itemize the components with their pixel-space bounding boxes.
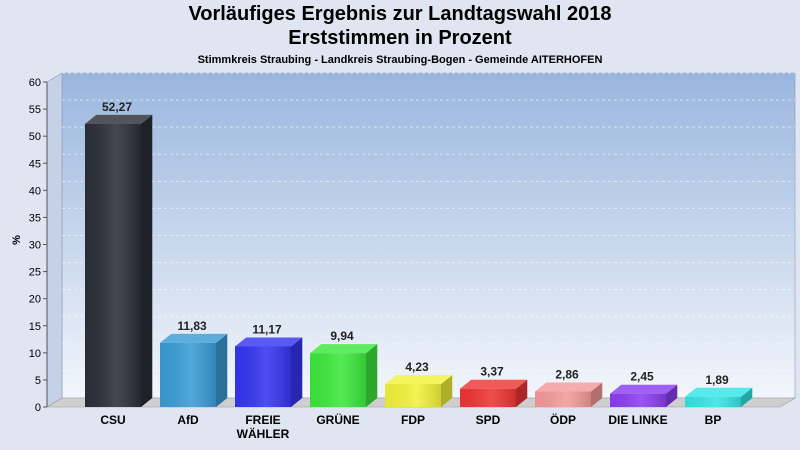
bar-top <box>385 375 453 385</box>
y-tick-label: 40 <box>29 185 41 197</box>
bar-front-shade <box>685 396 741 407</box>
bar <box>160 333 228 407</box>
value-label: 3,37 <box>480 365 504 379</box>
chart-subtitle: Stimmkreis Straubing - Landkreis Straubi… <box>197 54 603 66</box>
bar-front-shade <box>610 393 666 407</box>
bar <box>535 382 603 407</box>
bar <box>460 379 528 407</box>
bar-top <box>310 344 378 354</box>
bar-front-shade <box>85 123 141 407</box>
y-axis-label: % <box>11 235 23 245</box>
bar-side-shade <box>591 382 603 407</box>
y-tick-label: 10 <box>29 348 41 360</box>
bar-side-shade <box>441 375 453 407</box>
y-tick-label: 55 <box>29 104 41 116</box>
chart-title-line2: Erststimmen in Prozent <box>288 27 512 49</box>
x-tick-label: BP <box>705 413 722 427</box>
bar-front-shade <box>310 353 366 407</box>
y-axis: 0 5 10 15 20 25 30 35 40 45 50 55 60 <box>29 77 48 414</box>
bar-top-shade <box>610 384 678 394</box>
bar-side <box>741 387 753 407</box>
y-tick-label: 45 <box>29 158 41 170</box>
x-tick-label: WÄHLER <box>237 426 290 441</box>
y-tick-label: 30 <box>29 240 41 252</box>
x-tick-label: GRÜNE <box>316 412 359 427</box>
y-tick-label: 15 <box>29 321 41 333</box>
bar-side <box>666 384 678 407</box>
bar-top <box>610 384 678 394</box>
bar-top-shade <box>385 375 453 385</box>
x-tick-label: CSU <box>100 413 125 427</box>
bar-front-shade <box>160 342 216 407</box>
bar-top <box>685 387 753 397</box>
bar-top-shade <box>460 379 528 389</box>
x-tick-label: ÖDP <box>550 412 576 427</box>
bar-front-shade <box>535 391 591 407</box>
value-label: 4,23 <box>405 360 429 374</box>
bar-side-shade <box>516 379 528 407</box>
x-tick-label: SPD <box>476 413 501 427</box>
bar-side-shade <box>141 114 153 407</box>
x-tick-label: FREIE <box>245 413 280 427</box>
bars <box>85 114 753 407</box>
value-label: 1,89 <box>705 373 729 387</box>
bar-top-shade <box>685 387 753 397</box>
value-label: 11,83 <box>177 319 207 333</box>
bar-front-shade <box>235 346 291 407</box>
bar <box>310 344 378 407</box>
bar-front-shade <box>385 384 441 407</box>
y-tick-label: 35 <box>29 212 41 224</box>
bar <box>235 337 303 407</box>
bar-top <box>160 333 228 343</box>
y-tick-label: 60 <box>29 77 41 89</box>
bar-side <box>366 344 378 407</box>
value-label: 2,45 <box>630 370 654 384</box>
y-tick-label: 0 <box>35 402 41 414</box>
bar <box>685 387 753 407</box>
bar-side <box>291 337 303 407</box>
bar-side <box>141 114 153 407</box>
bar-top <box>535 382 603 392</box>
bar-top-shade <box>235 337 303 347</box>
bar-top <box>460 379 528 389</box>
bar-front-shade <box>460 388 516 407</box>
value-label: 2,86 <box>555 368 579 382</box>
plot-background <box>45 72 797 408</box>
bar-top-shade <box>85 114 153 124</box>
y-tick-label: 20 <box>29 294 41 306</box>
bar-side-shade <box>216 333 228 407</box>
bar-top-shade <box>310 344 378 354</box>
x-tick-label: AfD <box>177 413 199 427</box>
y-tick-label: 25 <box>29 267 41 279</box>
bar-top <box>85 114 153 124</box>
bar-side-shade <box>741 387 753 407</box>
bar <box>85 114 153 407</box>
x-tick-label: DIE LINKE <box>608 413 667 427</box>
bar-side-shade <box>291 337 303 407</box>
bar-side <box>516 379 528 407</box>
bar-side <box>216 333 228 407</box>
bar-top-shade <box>535 382 603 392</box>
left-wall <box>46 72 63 408</box>
bar-side-shade <box>666 384 678 407</box>
x-tick-label: FDP <box>401 413 425 427</box>
bar-top <box>235 337 303 347</box>
bar-side-shade <box>366 344 378 407</box>
bar <box>385 375 453 407</box>
value-label: 9,94 <box>330 329 354 343</box>
bar-side <box>591 382 603 407</box>
bar-top-shade <box>160 333 228 343</box>
value-labels: 52,27 11,83 11,17 9,94 4,23 3,37 2,86 2,45 1,89 <box>102 100 729 387</box>
value-label: 11,17 <box>252 322 282 336</box>
bar <box>610 384 678 407</box>
bar-side <box>441 375 453 407</box>
y-tick-label: 5 <box>35 375 41 387</box>
y-tick-label: 50 <box>29 131 41 143</box>
chart-title: Vorläufiges Ergebnis zur Landtagswahl 20… <box>188 3 612 25</box>
value-label: 52,27 <box>102 100 132 114</box>
